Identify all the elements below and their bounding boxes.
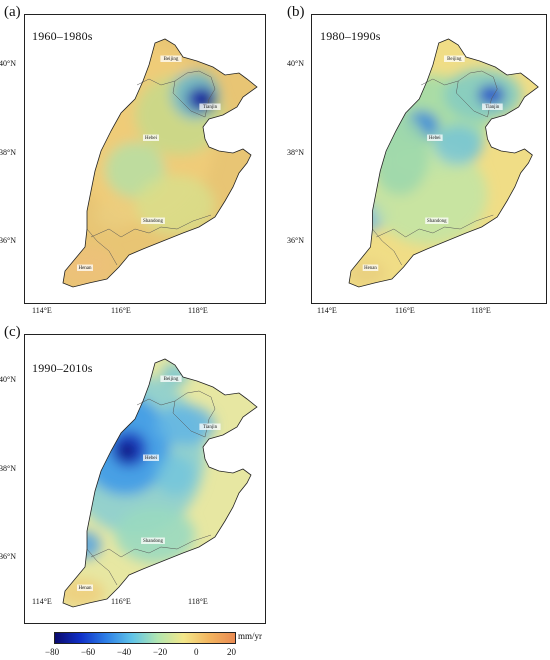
province-border [86, 228, 118, 266]
province-border [136, 70, 200, 86]
map-frame-c: Beijing Tianjin Hebei Shandong Henan 1990–20… [24, 334, 266, 624]
map-c: Beijing Tianjin Hebei Shandong Henan [62, 358, 258, 608]
lat-tick-38-a: 38°N [0, 148, 16, 157]
panel-b: (b) Beijing Tianjin Hebei Shandong Henan 198… [285, 0, 550, 325]
lon-tick-116-b: 116°E [395, 306, 415, 315]
lat-tick-40-c: 40°N [0, 375, 16, 384]
lat-tick-38-b: 38°N [287, 148, 304, 157]
province-border [421, 70, 482, 86]
province-label-tianjin: Tianjin [203, 105, 218, 110]
lon-tick-118-a: 118°E [188, 306, 208, 315]
province-border [136, 390, 200, 406]
province-label-hebei: Hebei [145, 136, 158, 141]
province-label-henan: Henan [78, 586, 92, 591]
lon-tick-114-c: 114°E [32, 597, 52, 606]
lat-tick-40-a: 40°N [0, 59, 16, 68]
province-border [90, 534, 212, 558]
period-label-a: 1960–1980s [32, 29, 93, 43]
province-label-tianjin: Tianjin [203, 425, 218, 430]
lon-tick-116-a: 116°E [111, 306, 131, 315]
province-label-beijing: Beijing [164, 377, 179, 382]
colorbar-tick-3: −20 [153, 647, 168, 657]
panel-a: (a) Beijing Tianjin Hebei Shandong Henan 196… [0, 0, 270, 325]
raster-b [349, 39, 539, 287]
period-label-b: 1980–1990s [320, 29, 381, 43]
province-label-tianjin: Tianjin [485, 105, 499, 110]
colorbar-tick-1: −60 [81, 647, 96, 657]
colorbar-tick-5: 20 [227, 647, 236, 657]
province-label-shandong: Shandong [143, 539, 164, 544]
panel-tag-a: (a) [4, 4, 21, 20]
province-label-henan: Henan [364, 266, 377, 271]
map-frame-b: Beijing Tianjin Hebei Shandong Henan 1980–19… [311, 14, 547, 304]
lon-tick-114-a: 114°E [32, 306, 52, 315]
province-label-hebei: Hebei [145, 456, 158, 461]
colorbar-tick-0: −80 [45, 647, 60, 657]
province-border [90, 214, 212, 238]
province-border [86, 548, 118, 586]
province-border [172, 80, 206, 118]
lon-tick-114-b: 114°E [317, 306, 337, 315]
map-frame-a: Beijing Tianjin Hebei Shandong Henan 1960–19… [24, 14, 266, 304]
region-outline [348, 38, 539, 288]
panel-tag-b: (b) [287, 4, 305, 20]
raster-c [63, 359, 257, 607]
province-label-henan: Henan [78, 266, 92, 271]
map-b: Beijing Tianjin Hebei Shandong Henan [348, 38, 539, 288]
lat-tick-36-c: 36°N [0, 552, 16, 561]
colorbar [54, 632, 236, 644]
colorbar-tick-2: −40 [117, 647, 132, 657]
province-label-shandong: Shandong [427, 219, 447, 224]
province-label-hebei: Hebei [429, 136, 441, 141]
raster-a [63, 39, 257, 287]
lon-tick-118-b: 118°E [471, 306, 491, 315]
province-label-beijing: Beijing [447, 57, 462, 62]
province-label-beijing: Beijing [164, 57, 179, 62]
region-outline [62, 358, 258, 608]
province-border [456, 80, 488, 118]
colorbar-tick-4: 0 [194, 647, 199, 657]
province-label-shandong: Shandong [143, 219, 164, 224]
province-border [372, 228, 402, 266]
lat-tick-40-b: 40°N [287, 59, 304, 68]
period-label-c: 1990–2010s [32, 361, 93, 375]
map-a: Beijing Tianjin Hebei Shandong Henan [62, 38, 258, 288]
region-outline [62, 38, 258, 288]
lon-tick-118-c: 118°E [188, 597, 208, 606]
lat-tick-36-b: 36°N [287, 236, 304, 245]
lon-tick-116-c: 116°E [111, 597, 131, 606]
lat-tick-36-a: 36°N [0, 236, 16, 245]
province-border [376, 214, 494, 238]
colorbar-unit: mm/yr [238, 631, 262, 641]
lat-tick-38-c: 38°N [0, 464, 16, 473]
panel-tag-c: (c) [4, 324, 21, 340]
province-border [172, 400, 206, 438]
panel-c: (c) Beijing Tianjin Hebei Shandong Henan 199… [0, 320, 270, 660]
